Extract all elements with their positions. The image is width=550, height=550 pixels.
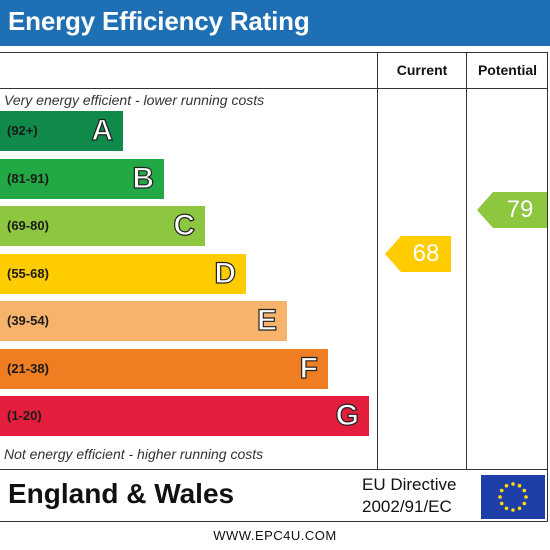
band-letter: C [173,208,196,242]
band-letter: B [132,161,155,195]
caption-bottom: Not energy efficient - higher running co… [4,446,264,462]
current-rating-arrow: 68 [385,235,451,272]
band-a: (92+) A [0,111,123,151]
directive-line-2: 2002/91/EC [362,497,452,516]
band-f: (21-38) F [0,348,328,389]
eu-flag-icon [481,475,545,519]
band-letter: E [256,303,277,337]
band-range-label: (81-91) [7,170,49,186]
footer-directive: EU Directive 2002/91/EC [362,474,456,518]
website-url: WWW.EPC4U.COM [213,528,337,543]
current-rating-arrow-value: 68 [412,239,440,267]
band-letter: F [299,351,319,385]
band-range-label: (92+) [7,123,38,138]
band-g: (1-20) G [0,396,369,436]
footer-country: England & Wales [8,478,235,509]
header-bar: Energy Efficiency Rating [0,0,550,46]
column-divider-potential [466,52,467,470]
band-range-label: (21-38) [7,360,49,376]
band-b: (81-91) B [0,158,164,199]
band-c: (69-80) C [0,206,205,246]
potential-rating-arrow-shape [477,191,547,228]
band-letter: A [91,113,114,147]
band-letter: D [214,256,237,290]
current-rating-arrow-shape [385,235,451,272]
column-header-potential: Potential [477,62,538,78]
header-row-divider [0,88,548,89]
band-range-label: (1-20) [7,408,42,423]
footer-row-divider [0,469,548,470]
chart-frame [0,52,548,522]
band-letter: G [335,398,360,432]
caption-top: Very energy efficient - lower running co… [4,92,265,108]
column-divider-current [377,52,378,470]
band-range-label: (55-68) [7,265,49,281]
band-range-label: (69-80) [7,218,49,233]
band-d: (55-68) D [0,253,246,294]
potential-rating-arrow: 79 [477,191,547,228]
band-range-label: (39-54) [7,313,49,328]
chart-title: Energy Efficiency Rating [8,6,310,36]
band-e: (39-54) E [0,301,287,341]
potential-rating-arrow-value: 79 [506,195,534,223]
directive-line-1: EU Directive [362,475,457,494]
column-header-current: Current [396,62,448,78]
